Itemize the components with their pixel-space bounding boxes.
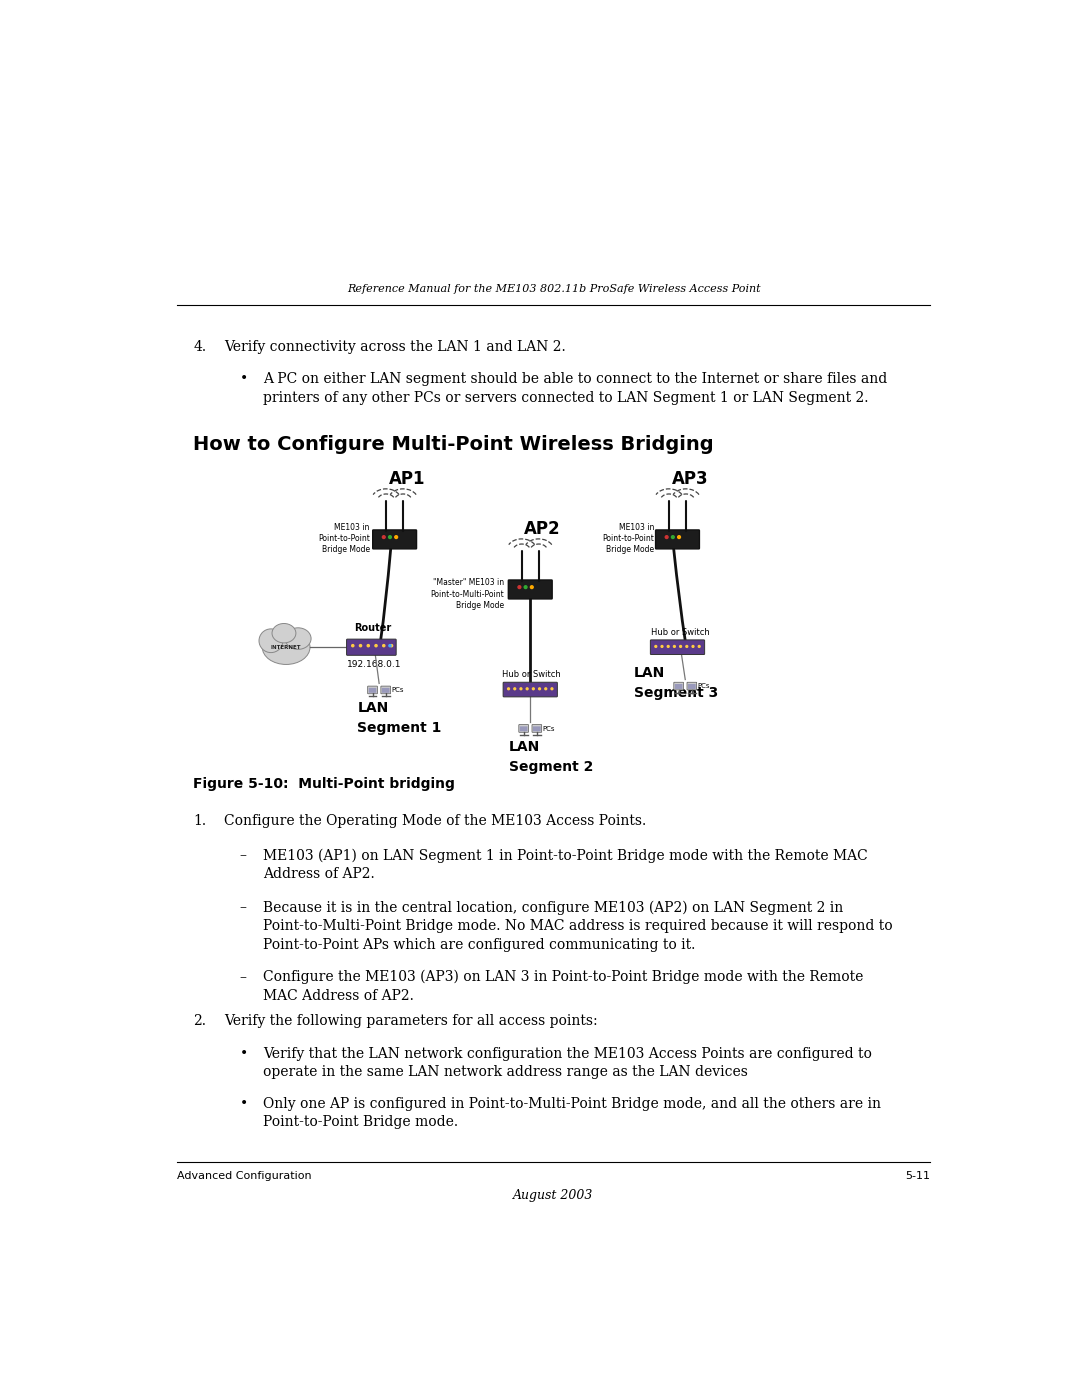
Text: August 2003: August 2003 (513, 1189, 594, 1201)
Text: Configure the ME103 (AP3) on LAN 3 in Point-to-Point Bridge mode with the Remote: Configure the ME103 (AP3) on LAN 3 in Po… (262, 970, 863, 1003)
Circle shape (514, 687, 515, 690)
Circle shape (521, 687, 522, 690)
FancyBboxPatch shape (650, 640, 704, 655)
Circle shape (665, 535, 669, 538)
Text: Segment 3: Segment 3 (634, 686, 718, 700)
FancyBboxPatch shape (368, 687, 376, 693)
FancyBboxPatch shape (367, 686, 377, 694)
Circle shape (539, 687, 540, 690)
Text: •: • (240, 1046, 248, 1060)
FancyBboxPatch shape (534, 726, 541, 731)
Circle shape (382, 535, 386, 538)
Text: PCs: PCs (392, 687, 404, 693)
Circle shape (524, 585, 527, 588)
FancyBboxPatch shape (518, 725, 528, 732)
FancyBboxPatch shape (347, 638, 396, 655)
Text: 192.168.0.1: 192.168.0.1 (348, 659, 402, 669)
Circle shape (526, 687, 528, 690)
Circle shape (360, 644, 362, 647)
Text: Reference Manual for the ME103 802.11b ProSafe Wireless Access Point: Reference Manual for the ME103 802.11b P… (347, 284, 760, 293)
Text: Figure 5-10:  Multi-Point bridging: Figure 5-10: Multi-Point bridging (193, 777, 455, 791)
Circle shape (518, 585, 521, 588)
Text: LAN: LAN (634, 666, 665, 680)
Text: Because it is in the central location, configure ME103 (AP2) on LAN Segment 2 in: Because it is in the central location, c… (262, 901, 892, 951)
Circle shape (375, 644, 377, 647)
Circle shape (508, 687, 510, 690)
Text: AP1: AP1 (389, 471, 426, 488)
Circle shape (352, 644, 354, 647)
Ellipse shape (272, 623, 296, 643)
Text: Hub or Switch: Hub or Switch (651, 627, 710, 637)
Text: Hub or Switch: Hub or Switch (502, 671, 562, 679)
Text: Configure the Operating Mode of the ME103 Access Points.: Configure the Operating Mode of the ME10… (225, 813, 646, 827)
Text: ME103 (AP1) on LAN Segment 1 in Point-to-Point Bridge mode with the Remote MAC
A: ME103 (AP1) on LAN Segment 1 in Point-to… (262, 848, 867, 882)
Text: A PC on either LAN segment should be able to connect to the Internet or share fi: A PC on either LAN segment should be abl… (262, 373, 887, 405)
Text: Advanced Configuration: Advanced Configuration (177, 1171, 311, 1180)
Circle shape (551, 687, 553, 690)
Text: •: • (240, 1097, 248, 1111)
Text: Router: Router (354, 623, 392, 633)
Text: How to Configure Multi-Point Wireless Bridging: How to Configure Multi-Point Wireless Br… (193, 436, 714, 454)
Text: AP3: AP3 (672, 471, 708, 488)
Text: –: – (240, 901, 246, 915)
FancyBboxPatch shape (382, 687, 390, 693)
FancyBboxPatch shape (509, 580, 552, 599)
Text: ME103 in
Point-to-Point
Bridge Mode: ME103 in Point-to-Point Bridge Mode (603, 522, 654, 555)
Circle shape (532, 687, 535, 690)
Text: AP2: AP2 (524, 520, 561, 538)
Circle shape (382, 644, 384, 647)
Text: PCs: PCs (542, 726, 555, 732)
Text: Only one AP is configured in Point-to-Multi-Point Bridge mode, and all the other: Only one AP is configured in Point-to-Mu… (262, 1097, 881, 1129)
Circle shape (699, 645, 700, 647)
Text: 4.: 4. (193, 339, 206, 353)
Ellipse shape (262, 630, 310, 665)
Circle shape (679, 645, 681, 647)
Text: 1.: 1. (193, 813, 206, 827)
Text: 2.: 2. (193, 1014, 206, 1028)
FancyBboxPatch shape (519, 726, 527, 731)
FancyBboxPatch shape (373, 529, 417, 549)
Text: Segment 1: Segment 1 (357, 721, 442, 735)
Circle shape (395, 535, 397, 538)
Circle shape (692, 645, 694, 647)
Text: INTERNET: INTERNET (271, 645, 301, 651)
Text: •: • (240, 373, 248, 387)
FancyBboxPatch shape (532, 725, 542, 732)
Circle shape (389, 644, 391, 647)
Text: 5-11: 5-11 (905, 1171, 930, 1180)
Circle shape (667, 645, 670, 647)
Circle shape (661, 645, 663, 647)
Circle shape (654, 645, 657, 647)
Circle shape (389, 535, 391, 538)
FancyBboxPatch shape (503, 682, 557, 697)
Circle shape (530, 585, 534, 588)
FancyBboxPatch shape (687, 682, 697, 690)
FancyBboxPatch shape (381, 686, 391, 694)
Circle shape (367, 644, 369, 647)
Text: LAN: LAN (357, 701, 389, 715)
Text: "Master" ME103 in
Point-to-Multi-Point
Bridge Mode: "Master" ME103 in Point-to-Multi-Point B… (430, 578, 504, 609)
FancyBboxPatch shape (688, 685, 696, 689)
Text: –: – (240, 970, 246, 983)
Circle shape (674, 645, 675, 647)
Circle shape (677, 535, 680, 538)
FancyBboxPatch shape (675, 685, 683, 689)
FancyBboxPatch shape (674, 682, 684, 690)
Text: –: – (240, 848, 246, 862)
Text: Verify that the LAN network configuration the ME103 Access Points are configured: Verify that the LAN network configuratio… (262, 1046, 872, 1080)
Circle shape (672, 535, 674, 538)
Ellipse shape (285, 627, 311, 650)
FancyBboxPatch shape (656, 529, 700, 549)
Text: LAN: LAN (509, 739, 540, 753)
Text: Verify the following parameters for all access points:: Verify the following parameters for all … (225, 1014, 597, 1028)
Circle shape (686, 645, 688, 647)
Text: Verify connectivity across the LAN 1 and LAN 2.: Verify connectivity across the LAN 1 and… (225, 339, 566, 353)
Circle shape (391, 644, 393, 647)
Text: PCs: PCs (698, 683, 711, 690)
Text: Segment 2: Segment 2 (509, 760, 593, 774)
Ellipse shape (259, 629, 283, 652)
Text: ME103 in
Point-to-Point
Bridge Mode: ME103 in Point-to-Point Bridge Mode (318, 522, 369, 555)
Circle shape (544, 687, 546, 690)
